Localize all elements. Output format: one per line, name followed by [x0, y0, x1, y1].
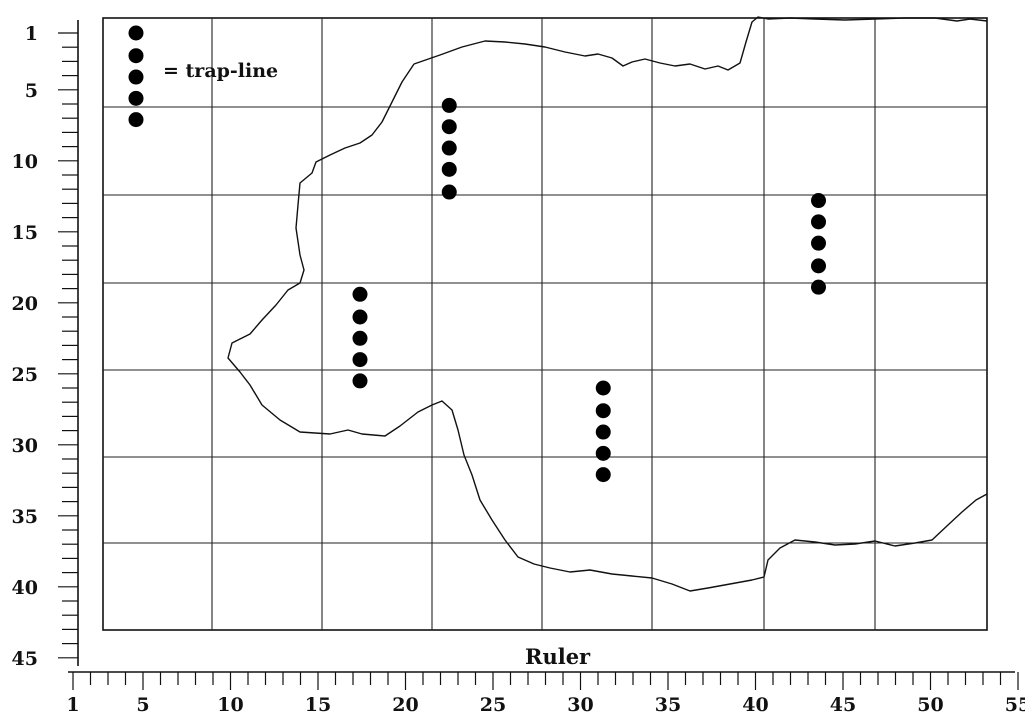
trap-line-a — [441, 97, 457, 200]
trap-dot — [441, 119, 457, 135]
trap-dot — [441, 161, 457, 177]
x-axis-label: 30 — [567, 694, 593, 716]
trap-dot — [595, 445, 611, 461]
trap-dot — [352, 286, 368, 302]
y-axis-label: 45 — [12, 648, 38, 670]
trap-dot — [595, 380, 611, 396]
y-axis-label: 20 — [12, 293, 38, 315]
trap-dot — [595, 424, 611, 440]
trap-dot — [811, 235, 826, 251]
trap-line-d — [811, 193, 826, 295]
grid — [103, 18, 987, 630]
trap-dot — [128, 90, 144, 106]
ruler-label: Ruler — [525, 644, 591, 669]
x-axis-ruler: 1 5 10 15 20 25 30 35 40 45 50 55 — [66, 671, 1025, 716]
y-axis-label: 30 — [12, 435, 38, 457]
y-axis-label: 1 — [25, 23, 38, 45]
trap-dot — [811, 258, 826, 274]
trap-dot — [811, 214, 826, 230]
trap-dot — [128, 48, 144, 64]
map-frame — [102, 17, 988, 631]
x-axis-ticks — [72, 672, 1019, 690]
legend-trap-line — [128, 25, 144, 128]
y-axis-label: 5 — [25, 80, 38, 102]
x-axis-label: 35 — [655, 694, 681, 716]
trap-line-c — [595, 380, 611, 483]
x-axis-label: 15 — [305, 694, 331, 716]
y-axis-label: 35 — [12, 506, 38, 528]
x-axis-label: 40 — [742, 694, 768, 716]
y-axis-label: 25 — [12, 364, 38, 386]
y-axis-label: 40 — [12, 577, 38, 599]
trap-line-b — [352, 286, 368, 389]
trap-dot — [441, 140, 457, 156]
trap-line-dots — [128, 25, 826, 483]
trap-dot — [352, 330, 368, 346]
trap-dot — [441, 184, 457, 200]
trap-dot — [595, 467, 611, 483]
x-axis-label: 5 — [136, 694, 149, 716]
y-axis-label: 15 — [12, 222, 38, 244]
trap-dot — [128, 112, 144, 128]
x-axis-label: 20 — [392, 694, 418, 716]
trap-dot — [352, 309, 368, 325]
trap-dot — [595, 403, 611, 419]
x-axis-label: 1 — [66, 694, 79, 716]
trap-dot — [441, 97, 457, 113]
x-axis-label: 55 — [1005, 694, 1025, 716]
x-axis-label: 25 — [480, 694, 506, 716]
y-axis-label: 10 — [12, 151, 38, 173]
trap-dot — [128, 69, 144, 85]
trap-dot — [128, 25, 144, 41]
x-axis-label: 10 — [217, 694, 243, 716]
x-axis-label: 50 — [917, 694, 943, 716]
legend-label: = trap-line — [163, 60, 278, 82]
y-axis-ticks — [58, 32, 78, 659]
x-axis-label: 45 — [830, 694, 856, 716]
trap-dot — [811, 279, 826, 295]
study-area-boundary — [227, 16, 988, 592]
x-axis-labels: 1 5 10 15 20 25 30 35 40 45 50 55 — [66, 694, 1025, 716]
trap-dot — [352, 373, 368, 389]
trap-dot — [352, 352, 368, 368]
trap-dot — [811, 193, 826, 209]
